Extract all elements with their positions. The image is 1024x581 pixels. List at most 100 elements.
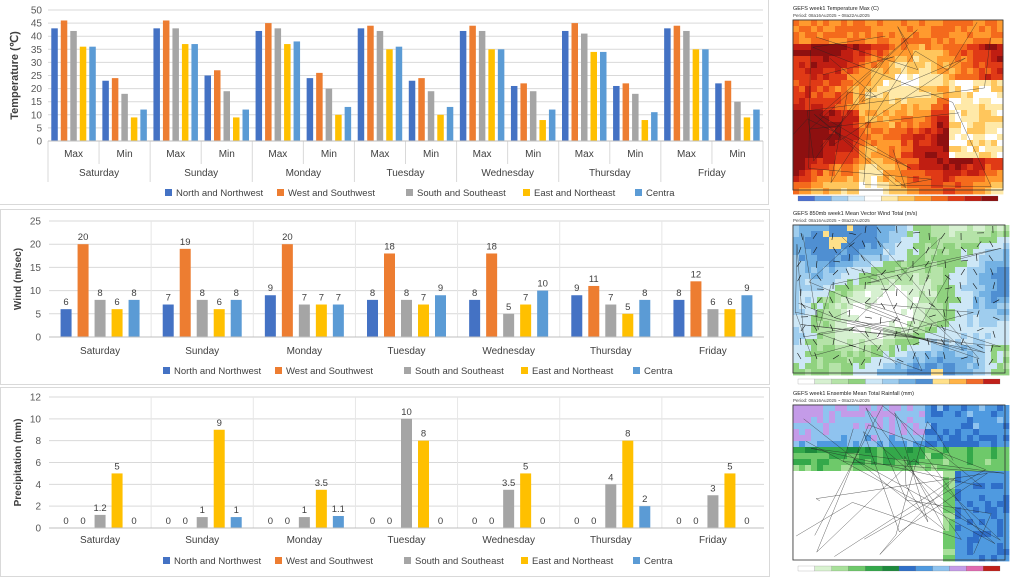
map-cell bbox=[799, 363, 805, 369]
map-cell bbox=[997, 237, 1003, 243]
map-cell bbox=[991, 435, 997, 441]
map-cell bbox=[823, 146, 829, 152]
map-cell bbox=[877, 339, 883, 345]
map-cell bbox=[793, 56, 799, 62]
map-cell bbox=[877, 369, 883, 375]
map-cell bbox=[961, 435, 967, 441]
map-cell bbox=[829, 525, 835, 531]
map-cell bbox=[847, 170, 853, 176]
map-cell bbox=[997, 279, 1003, 285]
colorbar-swatch bbox=[815, 196, 832, 201]
map-cell bbox=[985, 128, 991, 134]
map-cell bbox=[919, 225, 925, 231]
map-cell bbox=[991, 261, 997, 267]
map-cell bbox=[943, 128, 949, 134]
map-cell bbox=[793, 74, 799, 80]
map-cell bbox=[859, 104, 865, 110]
map-cell bbox=[877, 237, 883, 243]
map-cell bbox=[799, 519, 805, 525]
map-cell bbox=[937, 495, 943, 501]
map-cell bbox=[913, 152, 919, 158]
map-cell bbox=[811, 477, 817, 483]
map-cell bbox=[1003, 279, 1009, 285]
y-axis-title: Precipitation (mm) bbox=[13, 419, 24, 507]
colorbar-swatch bbox=[865, 196, 882, 201]
map-cell bbox=[877, 543, 883, 549]
bar bbox=[140, 110, 147, 141]
map-cell bbox=[997, 128, 1003, 134]
map-cell bbox=[979, 435, 985, 441]
map-cell bbox=[955, 429, 961, 435]
map-cell bbox=[853, 176, 859, 182]
map-cell bbox=[799, 32, 805, 38]
map-cell bbox=[943, 170, 949, 176]
map-cell bbox=[979, 459, 985, 465]
map-cell bbox=[835, 303, 841, 309]
map-cell bbox=[931, 435, 937, 441]
y-tick-label: 10 bbox=[31, 110, 43, 121]
map-cell bbox=[943, 146, 949, 152]
map-cell bbox=[967, 86, 973, 92]
data-label: 3.5 bbox=[502, 478, 515, 489]
map-cell bbox=[1003, 297, 1009, 303]
map-cell bbox=[949, 405, 955, 411]
map-cell bbox=[931, 164, 937, 170]
map-cell bbox=[961, 146, 967, 152]
map-cell bbox=[799, 104, 805, 110]
map-cell bbox=[835, 243, 841, 249]
map-cell bbox=[799, 20, 805, 26]
map-cell bbox=[871, 26, 877, 32]
map-cell bbox=[1003, 441, 1009, 447]
map-cell bbox=[985, 98, 991, 104]
map-cell bbox=[961, 116, 967, 122]
data-label: 8 bbox=[370, 288, 375, 299]
map-cell bbox=[985, 104, 991, 110]
map-cell bbox=[859, 555, 865, 561]
map-cell bbox=[937, 267, 943, 273]
map-cell bbox=[877, 555, 883, 561]
map-cell bbox=[985, 477, 991, 483]
map-cell bbox=[973, 255, 979, 261]
bar bbox=[275, 28, 282, 141]
map-cell bbox=[805, 140, 811, 146]
map-cell bbox=[1003, 447, 1009, 453]
map-cell bbox=[979, 74, 985, 80]
map-cell bbox=[829, 146, 835, 152]
map-cell bbox=[949, 423, 955, 429]
map-cell bbox=[913, 279, 919, 285]
map-cell bbox=[895, 249, 901, 255]
map-cell bbox=[829, 339, 835, 345]
map-cell bbox=[871, 164, 877, 170]
map-cell bbox=[949, 291, 955, 297]
map-cell bbox=[811, 549, 817, 555]
map-cell bbox=[841, 134, 847, 140]
map-cell bbox=[925, 98, 931, 104]
map-cell bbox=[847, 447, 853, 453]
map-cell bbox=[835, 188, 841, 194]
map-cell bbox=[799, 489, 805, 495]
map-cell bbox=[961, 225, 967, 231]
map-cell bbox=[967, 453, 973, 459]
map-cell bbox=[829, 56, 835, 62]
data-label: 0 bbox=[676, 516, 681, 527]
y-tick-label: 15 bbox=[30, 263, 42, 274]
map-cell bbox=[967, 297, 973, 303]
map-cell bbox=[835, 417, 841, 423]
data-label: 8 bbox=[200, 288, 205, 299]
map-cell bbox=[985, 285, 991, 291]
map-cell bbox=[943, 176, 949, 182]
map-cell bbox=[949, 164, 955, 170]
map-cell bbox=[949, 411, 955, 417]
y-tick-label: 8 bbox=[35, 436, 41, 447]
map-cell bbox=[823, 321, 829, 327]
map-cell bbox=[871, 363, 877, 369]
map-cell bbox=[991, 255, 997, 261]
map-cell bbox=[943, 405, 949, 411]
x-category-label: Tuesday bbox=[388, 346, 426, 357]
map-cell bbox=[841, 363, 847, 369]
map-cell bbox=[817, 128, 823, 134]
map-cell bbox=[889, 231, 895, 237]
map-cell bbox=[973, 122, 979, 128]
map-cell bbox=[955, 321, 961, 327]
